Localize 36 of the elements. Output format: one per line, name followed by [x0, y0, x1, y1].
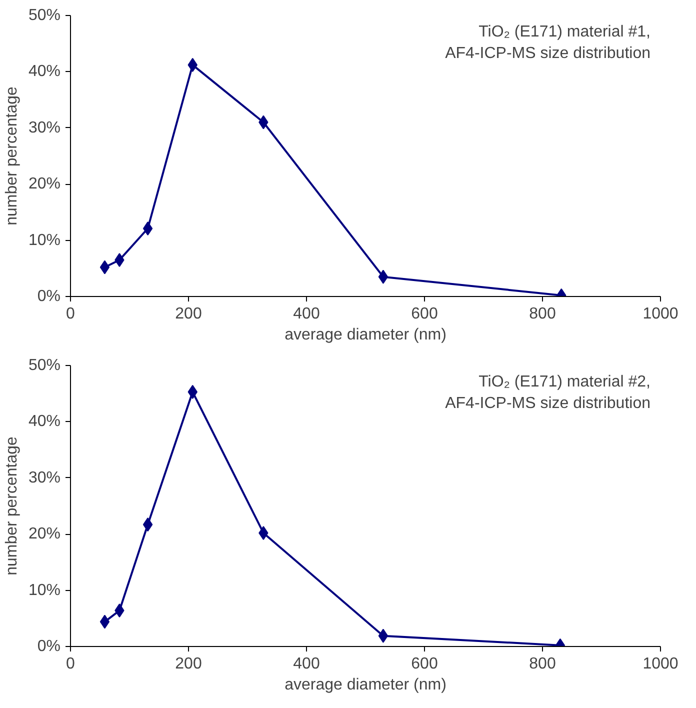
point — [378, 628, 388, 643]
annotation: TiO₂ (E171) material #2, AF4-ICP-MS size distribution — [445, 374, 651, 412]
point — [378, 270, 388, 284]
y-axis-title: number percentage — [3, 436, 20, 576]
x-tick-label: 1000 — [642, 656, 678, 672]
x-tick-label: 400 — [293, 306, 320, 322]
point — [142, 222, 153, 236]
y-tick-label: 10% — [28, 232, 61, 249]
annotation: TiO₂ (E171) material #1, AF4-ICP-MS size distribution — [445, 24, 651, 62]
point — [100, 260, 110, 274]
point — [142, 518, 153, 532]
x-tick-label: 600 — [411, 656, 438, 672]
y-tick-label: 40% — [28, 63, 61, 80]
y-tick-label: 30% — [28, 469, 61, 486]
x-tick-label: 200 — [175, 306, 202, 322]
y-tick-label: 20% — [28, 176, 61, 193]
x-axis-title: average diameter (nm) — [284, 326, 446, 344]
x-tick-label: 1000 — [642, 306, 678, 322]
y-tick-label: 50% — [28, 7, 61, 24]
x-tick-label: 800 — [529, 656, 556, 672]
x-tick-label: 200 — [175, 656, 202, 672]
x-tick-label: 0 — [66, 306, 76, 322]
y-tick-label: 0% — [37, 288, 60, 305]
y-axis-title: number percentage — [3, 86, 20, 226]
y-tick-label: 40% — [28, 413, 61, 430]
y-tick-label: 50% — [28, 357, 61, 374]
point — [100, 614, 110, 629]
x-tick-label: 400 — [293, 656, 320, 672]
x-tick-label: 600 — [411, 306, 438, 322]
y-tick-label: 30% — [28, 119, 61, 136]
y-tick-label: 20% — [28, 526, 61, 543]
x-axis-title: average diameter (nm) — [284, 676, 446, 694]
y-tick-label: 10% — [28, 582, 61, 599]
x-tick-label: 800 — [529, 306, 556, 322]
y-tick-label: 0% — [37, 638, 60, 655]
x-tick-label: 0 — [66, 656, 76, 672]
